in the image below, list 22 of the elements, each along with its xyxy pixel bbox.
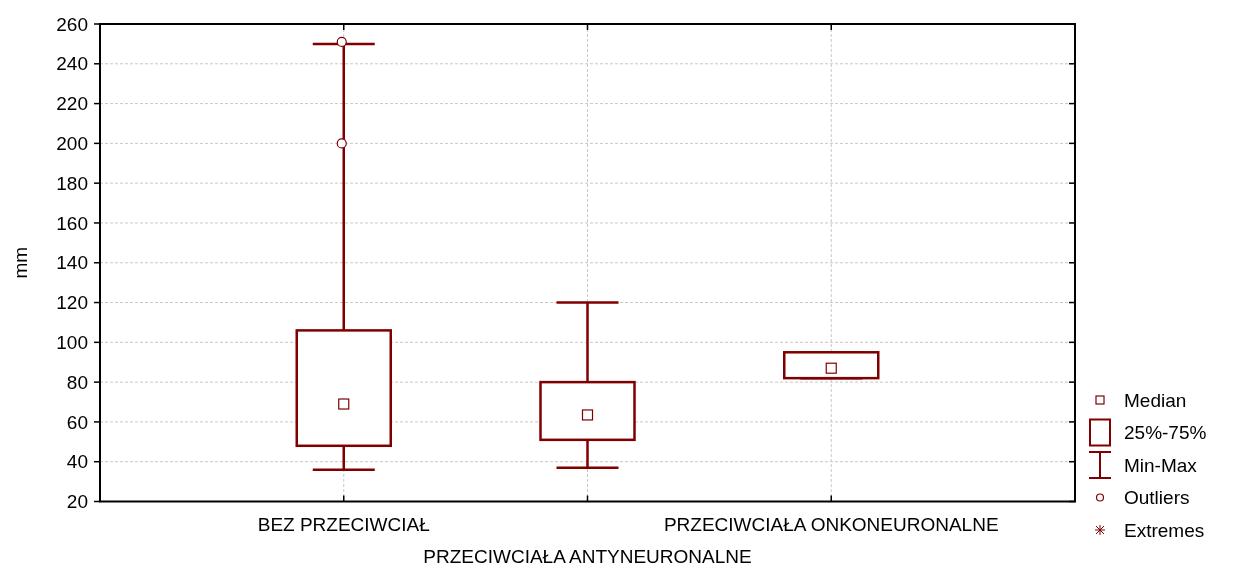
text: 25%-75% <box>1124 422 1207 444</box>
text: Median <box>1124 389 1187 411</box>
y-tick-label: 140 <box>56 252 88 274</box>
text: Extremes <box>1124 519 1205 541</box>
text: Min-Max <box>1124 454 1198 476</box>
x-tick-label: BEZ PRZECIWCIAŁ <box>257 514 430 535</box>
y-axis-title: mm <box>10 246 31 279</box>
y-tick-label: 200 <box>56 133 88 155</box>
y-tick-label: 160 <box>56 212 88 234</box>
y-tick-label: 20 <box>66 491 88 513</box>
y-tick-label: 120 <box>56 292 88 314</box>
x-axis-title: PRZECIWCIAŁA ANTYNEURONALNE <box>423 546 752 567</box>
y-tick-label: 180 <box>56 172 88 194</box>
x-tick-label: PRZECIWCIAŁA ONKONEURONALNE <box>663 514 999 535</box>
y-tick-label: 40 <box>66 451 88 473</box>
y-tick-label: 100 <box>56 331 88 353</box>
y-tick-label: 60 <box>66 411 88 433</box>
text: Outliers <box>1124 487 1190 509</box>
y-tick-label: 220 <box>56 93 88 115</box>
y-tick-label: 260 <box>56 13 88 35</box>
y-tick-label: 240 <box>56 53 88 75</box>
y-tick-label: 80 <box>66 371 88 393</box>
